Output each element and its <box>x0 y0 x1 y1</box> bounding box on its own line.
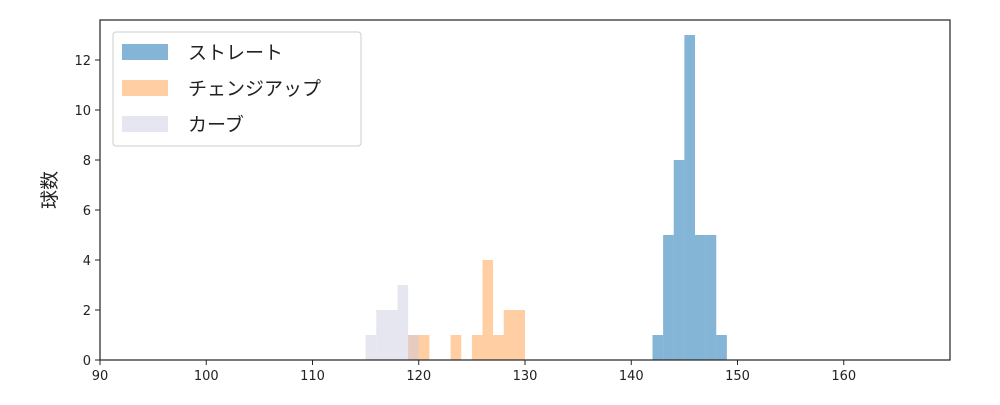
legend-label-1: チェンジアップ <box>188 78 321 100</box>
bar-0-146 <box>695 235 706 360</box>
y-tick-label: 4 <box>83 254 91 269</box>
x-tick-label: 120 <box>406 369 431 384</box>
legend-label-0: ストレート <box>188 42 283 64</box>
bar-1-125 <box>471 335 483 360</box>
bar-1-127 <box>493 335 504 360</box>
y-tick-label: 12 <box>74 54 91 69</box>
x-tick-label: 150 <box>725 369 750 384</box>
y-axis-label: 球数 <box>39 171 61 209</box>
bar-0-142 <box>652 335 664 360</box>
legend-swatch-2 <box>122 116 168 132</box>
x-tick-label: 160 <box>831 369 856 384</box>
x-tick-label: 90 <box>92 369 109 384</box>
bar-1-119 <box>408 335 419 360</box>
x-tick-label: 130 <box>513 369 538 384</box>
bar-2-116 <box>376 310 387 360</box>
bar-0-148 <box>716 335 727 360</box>
y-tick-label: 2 <box>83 304 91 319</box>
bar-0-144 <box>673 160 685 360</box>
x-tick-label: 140 <box>619 369 644 384</box>
y-tick-label: 8 <box>83 154 91 169</box>
bar-2-117 <box>386 310 398 360</box>
legend-box <box>112 31 362 147</box>
y-tick-label: 10 <box>74 104 91 119</box>
legend-swatch-0 <box>122 44 168 60</box>
bar-0-147 <box>705 235 717 360</box>
bar-1-126 <box>482 260 494 360</box>
y-tick-label: 6 <box>83 204 91 219</box>
bar-1-123 <box>450 335 462 360</box>
bar-1-129 <box>514 310 525 360</box>
x-tick-label: 100 <box>194 369 219 384</box>
bar-2-119 <box>408 335 419 360</box>
bar-0-143 <box>663 235 674 360</box>
x-tick-label: 110 <box>300 369 325 384</box>
y-tick-label: 0 <box>83 354 91 369</box>
bar-1-120 <box>418 335 430 360</box>
bar-2-118 <box>397 285 409 360</box>
legend-label-2: カーブ <box>188 113 244 136</box>
bar-2-115 <box>365 335 377 360</box>
bar-0-145 <box>684 35 695 360</box>
legend-swatch-1 <box>122 80 168 96</box>
bar-1-128 <box>503 310 515 360</box>
